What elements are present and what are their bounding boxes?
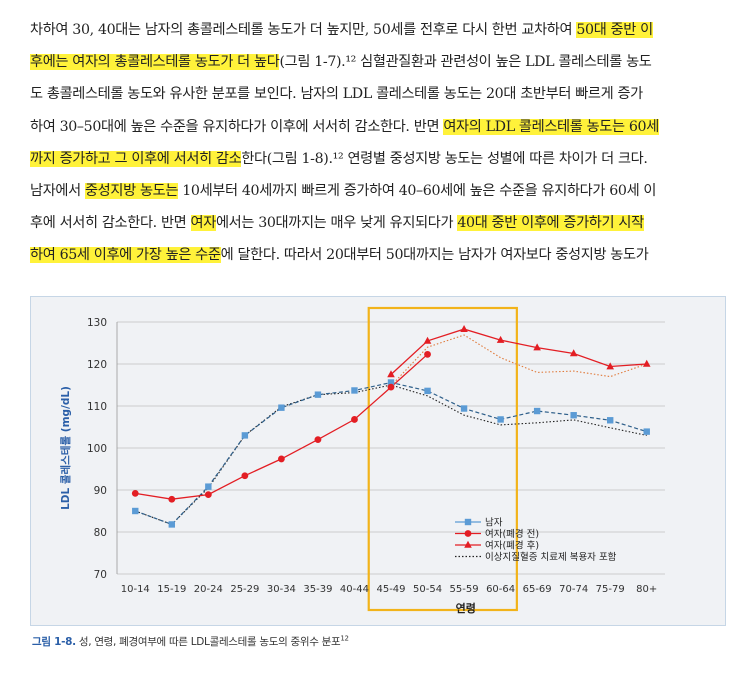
caption-text: 성, 연령, 폐경여부에 따른 LDL콜레스테롤 농도의 중위수 분포 <box>75 636 341 648</box>
x-tick-label: 70-74 <box>559 584 588 595</box>
point-male <box>351 387 358 394</box>
series-line-female-postmeno <box>390 328 647 375</box>
point-female-premeno <box>278 455 285 463</box>
x-tick-label: 25-29 <box>230 584 259 595</box>
point-male <box>460 405 468 412</box>
y-tick-label: 90 <box>94 485 107 497</box>
legend-label: 여자(폐경 후) <box>485 540 539 552</box>
point-female-premeno <box>314 436 322 443</box>
y-axis-title: LDL 콜레스테롤 (mg/dL) <box>59 386 72 510</box>
x-tick-label: 15-19 <box>157 584 186 595</box>
y-tick-label: 110 <box>87 401 107 413</box>
x-tick-label: 30-34 <box>267 584 296 595</box>
highlighted-text: 50대 중반 이 <box>576 22 653 38</box>
legend-label: 여자(폐경 전) <box>485 528 539 540</box>
paragraph-text: (그림 1-7).¹² 심혈관질환과 관련성이 높은 LDL 콜레스테롤 농도 <box>279 54 652 71</box>
highlight-box <box>367 306 518 612</box>
series-line-male <box>135 381 647 526</box>
point-female-premeno <box>424 350 431 358</box>
point-male <box>132 507 139 515</box>
point-male <box>607 417 614 424</box>
paragraph-line: 하여 65세 이후에 가장 높은 수준에 달한다. 따라서 20대부터 50대까… <box>30 239 720 271</box>
y-tick-label: 130 <box>87 317 107 329</box>
x-tick-label: 80+ <box>636 584 657 595</box>
highlighted-text: 40대 중반 이후에 증가하기 시작 <box>457 215 644 232</box>
x-axis-title: 연령 <box>456 601 476 615</box>
point-male <box>533 407 541 415</box>
ldl-chart: 70 80 90 100 110 120 130 10-14 15-19 20-24 25-29 30… <box>59 306 665 615</box>
paragraph-text: 에서는 30대까지는 매우 낮게 유지되다가 <box>215 215 458 232</box>
point-female-premeno <box>131 489 139 497</box>
x-tick-label: 40-44 <box>340 584 369 595</box>
point-female-premeno <box>241 472 249 480</box>
highlighted-text: 여자 <box>190 215 216 232</box>
y-tick-label: 80 <box>94 527 107 539</box>
paragraph-line: 도 총콜레스테롤 농도와 유사한 분포를 보인다. 남자의 LDL 콜레스테롤 … <box>30 78 720 110</box>
point-female-postmeno <box>533 343 541 351</box>
x-tick-label: 75-79 <box>596 584 625 595</box>
series-line-female-premeno <box>135 353 428 500</box>
legend-label: 이상지질혈증 치료제 복용자 포함 <box>485 551 617 563</box>
paragraph-text: 차하여 30, 40대는 남자의 총콜레스테롤 농도가 더 높지만, 50세를 … <box>30 22 577 38</box>
point-female-postmeno <box>387 370 395 378</box>
point-male <box>570 412 577 419</box>
point-female-postmeno <box>423 336 432 344</box>
y-tick-label: 70 <box>94 569 107 581</box>
figure-caption: 그림 1-8. 성, 연령, 폐경여부에 따른 LDL콜레스테롤 농도의 중위수… <box>32 634 349 649</box>
caption-ref: 12 <box>340 634 349 643</box>
paragraph-line: 하여 30–50대에 높은 수준을 유지하다가 이후에 서서히 감소한다. 반면… <box>30 111 720 143</box>
paragraph-text: 10세부터 40세까지 빠르게 증가하여 40–60세에 높은 수준을 유지하다… <box>178 182 657 199</box>
point-male <box>168 521 175 528</box>
y-tick-label: 120 <box>87 359 107 371</box>
paragraph-text: 후에 서서히 감소한다. 반면 <box>30 215 191 232</box>
paragraph-line: 남자에서 중성지방 농도는 10세부터 40세까지 빠르게 증가하여 40–60… <box>30 175 720 207</box>
x-tick-label: 20-24 <box>194 584 223 595</box>
paragraph-line: 차하여 30, 40대는 남자의 총콜레스테롤 농도가 더 높지만, 50세를 … <box>30 14 720 46</box>
y-tick-label: 100 <box>87 443 107 455</box>
point-female-premeno <box>387 383 395 391</box>
point-female-premeno <box>168 495 176 503</box>
x-tick-label: 50-54 <box>413 584 442 595</box>
point-male <box>497 416 504 423</box>
highlighted-text: 까지 증가하고 그 이후에 서서히 감소 <box>30 150 242 167</box>
caption-number: 그림 1-8. <box>32 636 76 648</box>
paragraph-text: 에 달한다. 따라서 20대부터 50대까지는 남자가 여자보다 중성지방 농도… <box>220 247 649 264</box>
series-line-female-postmeno-incl-treated <box>390 334 647 387</box>
point-male <box>643 428 650 435</box>
x-tick-label: 45-49 <box>376 584 405 595</box>
highlighted-text: 후에는 여자의 총콜레스테롤 농도가 더 높다 <box>30 54 280 71</box>
x-tick-label: 10-14 <box>121 584 150 595</box>
paragraph-text: 도 총콜레스테롤 농도와 유사한 분포를 보인다. 남자의 LDL 콜레스테롤 … <box>30 86 643 103</box>
point-female-postmeno <box>460 324 468 332</box>
point-female-postmeno <box>642 359 651 367</box>
point-female-postmeno <box>606 362 614 370</box>
body-paragraph: 차하여 30, 40대는 남자의 총콜레스테롤 농도가 더 높지만, 50세를 … <box>30 14 720 272</box>
x-tick-label: 55-59 <box>450 584 479 595</box>
point-male <box>278 404 285 411</box>
paragraph-line: 까지 증가하고 그 이후에 서서히 감소한다(그림 1-8).¹² 연령별 중성… <box>30 143 720 175</box>
figure-box: 70 80 90 100 110 120 130 10-14 15-19 20-24 25-29 30… <box>30 296 726 626</box>
paragraph-text: 하여 30–50대에 높은 수준을 유지하다가 이후에 서서히 감소한다. 반면 <box>30 118 444 135</box>
point-male <box>314 391 322 398</box>
point-female-postmeno <box>569 349 578 357</box>
point-male <box>424 387 431 395</box>
paragraph-line: 후에 서서히 감소한다. 반면 여자에서는 30대까지는 매우 낮게 유지되다가… <box>30 207 720 239</box>
point-male <box>205 483 212 490</box>
highlighted-text: 중성지방 농도는 <box>84 182 179 199</box>
x-tick-label: 65-69 <box>523 584 552 595</box>
paragraph-text: 남자에서 <box>30 182 85 199</box>
x-tick-label: 60-64 <box>486 584 515 595</box>
paragraph-line: 후에는 여자의 총콜레스테롤 농도가 더 높다(그림 1-7).¹² 심혈관질환… <box>30 46 720 78</box>
point-male <box>241 432 249 439</box>
highlighted-text: 여자의 LDL 콜레스테롤 농도는 60세 <box>443 118 659 135</box>
point-female-premeno <box>351 416 358 423</box>
legend-label: 남자 <box>485 518 503 529</box>
highlighted-text: 하여 65세 이후에 가장 높은 수준 <box>30 247 221 264</box>
point-female-premeno <box>204 491 212 499</box>
point-female-postmeno <box>496 335 505 343</box>
legend-marker <box>464 540 472 548</box>
point-male <box>387 379 395 386</box>
paragraph-text: 한다(그림 1-8).¹² 연령별 중성지방 농도는 성별에 따른 차이가 더 … <box>241 150 648 167</box>
x-tick-label: 35-39 <box>303 584 332 595</box>
